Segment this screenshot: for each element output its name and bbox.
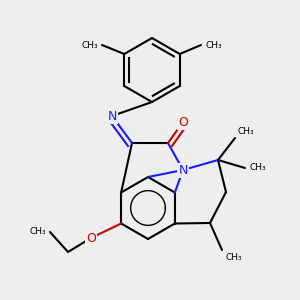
Text: N: N [107, 110, 117, 122]
Text: CH₃: CH₃ [237, 127, 253, 136]
Text: N: N [178, 164, 188, 176]
Text: CH₃: CH₃ [81, 40, 98, 50]
Text: CH₃: CH₃ [29, 227, 46, 236]
Text: CH₃: CH₃ [226, 253, 243, 262]
Text: O: O [178, 116, 188, 128]
Text: CH₃: CH₃ [249, 164, 266, 172]
Text: CH₃: CH₃ [205, 40, 222, 50]
Text: O: O [86, 232, 96, 244]
